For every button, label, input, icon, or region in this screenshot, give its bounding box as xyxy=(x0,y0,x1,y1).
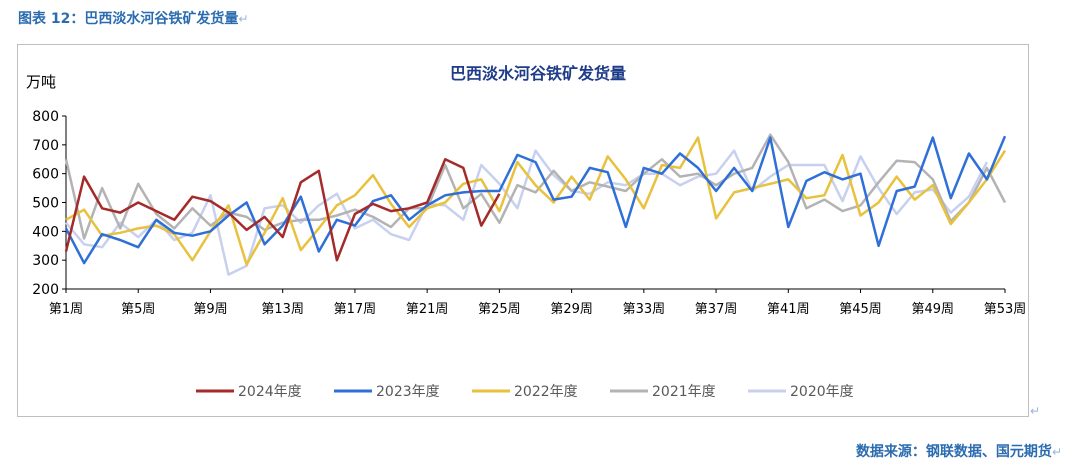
series-line xyxy=(64,135,1007,265)
legend-label: 2021年度 xyxy=(652,384,716,400)
chart-title: 巴西淡水河谷铁矿发货量 xyxy=(450,64,626,83)
y-tick-label: 300 xyxy=(32,253,59,269)
x-tick-label: 第29周 xyxy=(550,302,593,317)
x-tick-label: 第45周 xyxy=(839,302,882,317)
y-tick-label: 800 xyxy=(32,109,59,125)
x-tick-label: 第53周 xyxy=(984,302,1027,317)
y-tick-label: 500 xyxy=(32,196,59,212)
x-tick-label: 第21周 xyxy=(406,302,449,317)
x-tick-label: 第49周 xyxy=(911,302,954,317)
return-mark: ↵ xyxy=(238,12,249,26)
chart-svg: 巴西淡水河谷铁矿发货量 万吨 200 300 400 500 600 700 800 第1周 第… xyxy=(26,64,1026,400)
x-tick-label: 第33周 xyxy=(623,302,666,317)
x-tick-label: 第37周 xyxy=(695,302,738,317)
x-tick-label: 第25周 xyxy=(478,302,521,317)
return-mark: ↵ xyxy=(1051,445,1062,459)
y-axis-unit-label: 万吨 xyxy=(26,73,56,91)
series-line xyxy=(64,158,501,262)
y-tick-label: 700 xyxy=(32,138,59,154)
y-tick-label: 400 xyxy=(32,224,59,240)
legend: 2024年度 2023年度 2022年度 2021年度 2020年度 xyxy=(196,384,854,400)
legend-label: 2024年度 xyxy=(238,384,302,400)
legend-label: 2020年度 xyxy=(790,384,854,400)
x-tick-label: 第13周 xyxy=(261,302,304,317)
series-line xyxy=(64,133,1007,240)
legend-label: 2023年度 xyxy=(376,384,440,400)
x-tick-label: 第17周 xyxy=(334,302,377,317)
axes: 200 300 400 500 600 700 800 第1周 第5周 第9周 第13周 第17周 第2… xyxy=(32,109,1026,317)
series-line xyxy=(65,136,1007,266)
legend-label: 2022年度 xyxy=(514,384,578,400)
figure-caption: 图表 12：巴西淡水河谷铁矿发货量↵ xyxy=(18,11,249,27)
corner-return-mark: ↵ xyxy=(1030,404,1041,418)
x-tick-label: 第41周 xyxy=(767,302,810,317)
chart-frame: 巴西淡水河谷铁矿发货量 万吨 200 300 400 500 600 700 800 第1周 第… xyxy=(17,44,1029,417)
source-note: 数据来源：钢联数据、国元期货↵ xyxy=(855,444,1062,460)
y-tick-label: 600 xyxy=(32,167,59,183)
y-tick-label: 200 xyxy=(32,282,59,298)
series-lines xyxy=(64,133,1007,276)
x-tick-label: 第9周 xyxy=(193,302,227,317)
series-line xyxy=(65,149,989,276)
x-tick-label: 第5周 xyxy=(121,302,155,317)
x-tick-label: 第1周 xyxy=(49,302,83,317)
